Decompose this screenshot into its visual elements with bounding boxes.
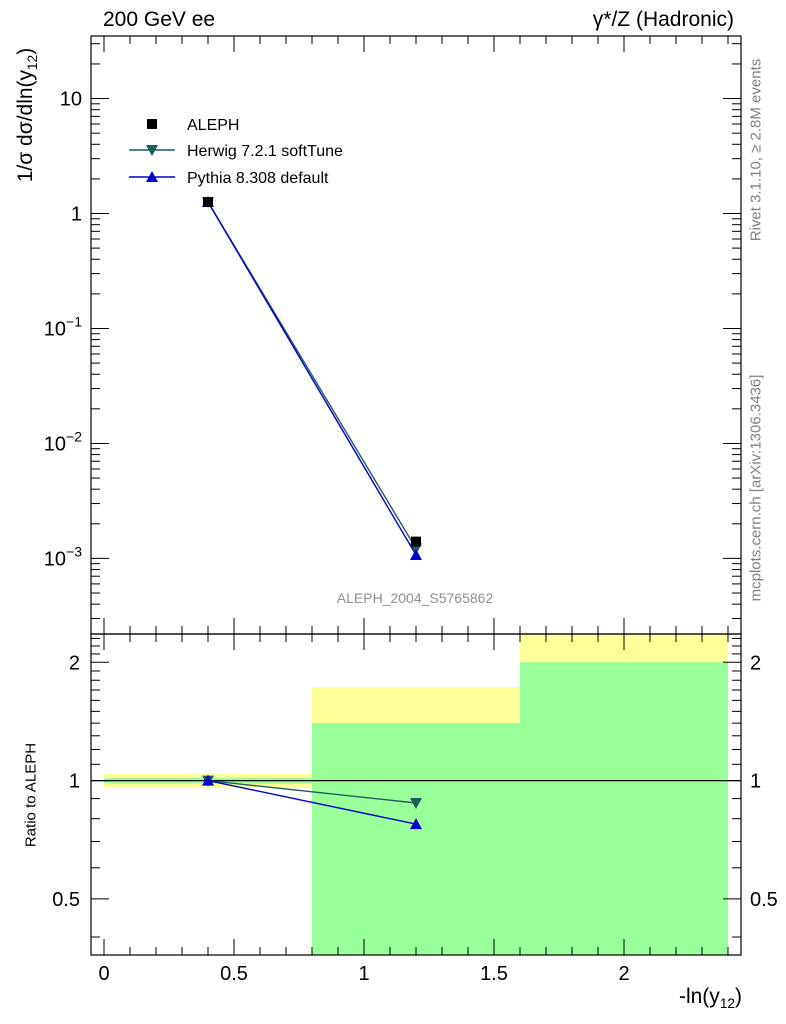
y-tick-label-right: 1	[750, 771, 761, 793]
y-tick-label-top: 10−3	[44, 543, 82, 570]
x-tick-label: 0.5	[220, 963, 248, 985]
pythia-line-top	[207, 201, 417, 556]
uncertainty-band-green-1	[312, 723, 520, 955]
y-tick-label-top: 10−1	[44, 313, 82, 340]
x-tick-label: 0	[98, 963, 109, 985]
legend-herwig-marker	[146, 145, 158, 156]
pythia-ratio-point	[202, 774, 214, 786]
aleph-point	[411, 536, 421, 547]
analysis-tag: ALEPH_2004_S5765862	[336, 590, 494, 606]
aleph-point	[203, 196, 213, 207]
legend-pythia-marker	[146, 171, 158, 182]
herwig-ratio-point	[410, 797, 422, 809]
y-tick-label-top: 10−2	[44, 428, 82, 455]
legend-aleph-marker	[147, 119, 157, 129]
x-tick-label: 1.5	[480, 963, 508, 985]
y-tick-label-left: 1	[69, 771, 80, 793]
x-axis-label: -ln(y12)	[678, 985, 742, 1012]
plot-title-left: 200 GeV ee	[103, 8, 216, 31]
y-tick-label-top: 10	[60, 89, 82, 111]
y-tick-label-right: 2	[750, 652, 761, 674]
y-tick-label-left: 2	[69, 652, 80, 674]
y-tick-label-right: 0.5	[750, 889, 778, 911]
pythia-line-ratio	[207, 779, 417, 825]
x-tick-label: 2	[618, 963, 629, 985]
uncertainty-band-green-2	[520, 662, 728, 955]
herwig-line-ratio	[207, 779, 417, 804]
legend-label: ALEPH	[187, 117, 239, 134]
pythia-point	[410, 549, 422, 561]
x-tick-label: 1	[358, 963, 369, 985]
pythia-ratio-point	[410, 818, 422, 830]
y-tick-label-top: 1	[71, 204, 82, 226]
legend-label: Pythia 8.308 default	[187, 170, 329, 187]
y-tick-label-left: 0.5	[52, 889, 80, 911]
legend-label: Herwig 7.2.1 softTune	[187, 143, 343, 160]
plot-title-right: γ*/Z (Hadronic)	[592, 8, 734, 31]
